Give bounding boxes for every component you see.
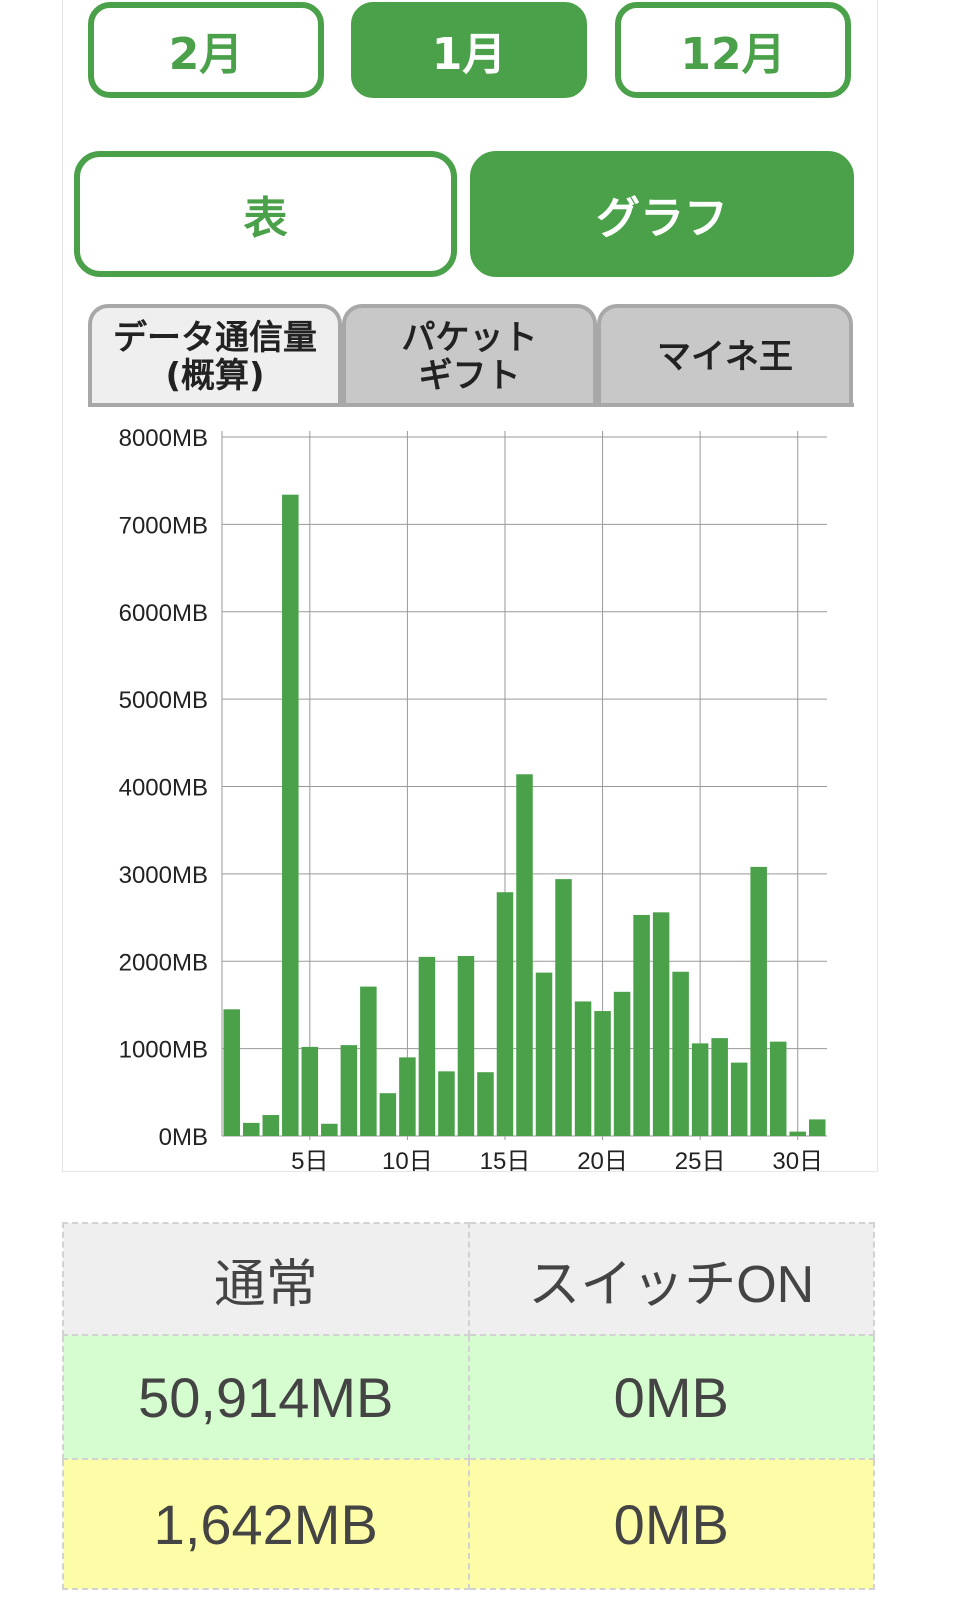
bar-day-7 — [340, 1045, 358, 1136]
y-tick-label: 8000MB — [119, 425, 208, 452]
bar-day-31 — [808, 1119, 826, 1136]
usage-bar-chart: 0MB 1000MB 2000MB 3000MB 4000MB 5000MB 6000MB 7… — [119, 425, 827, 1175]
month-button-dec[interactable]: 12月 — [615, 2, 851, 98]
bar-day-13 — [457, 956, 475, 1136]
tab-packet-gift[interactable]: パケット ギフト — [342, 304, 597, 406]
table-row: 1,642MB 0MB — [62, 1458, 875, 1590]
bar-day-20 — [594, 1011, 611, 1136]
bar-day-24 — [672, 971, 689, 1136]
bar-day-23 — [652, 912, 670, 1136]
bar-day-17 — [535, 972, 553, 1136]
x-tick-label: 30日 — [772, 1148, 823, 1175]
month-button-jan[interactable]: 1月 — [351, 2, 587, 98]
graph-view-button[interactable]: グラフ — [470, 151, 854, 277]
bar-day-15 — [496, 892, 514, 1136]
tab-data-usage-line2: (概算) — [165, 356, 265, 396]
y-tick-label: 0MB — [159, 1124, 208, 1151]
bar-day-19 — [574, 1001, 592, 1136]
bar-day-9 — [379, 1093, 397, 1136]
x-axis-labels: 5日 10日 15日 20日 25日 30日 — [291, 1148, 823, 1175]
chart-bars — [223, 494, 826, 1137]
y-tick-label: 3000MB — [119, 862, 208, 889]
header-switch-on: スイッチON — [467, 1222, 875, 1336]
bar-day-6 — [321, 1123, 338, 1136]
bar-day-4 — [282, 494, 299, 1137]
graph-panel — [62, 0, 878, 1172]
switch-on-usage-value: 0MB — [467, 1334, 875, 1460]
y-tick-label: 1000MB — [119, 1037, 208, 1064]
bar-day-27 — [730, 1062, 748, 1136]
tab-packet-gift-line1: パケット — [401, 318, 538, 358]
bar-day-30 — [789, 1131, 806, 1136]
usage-summary-table: 通常 スイッチON 50,914MB 0MB 1,642MB 0MB — [62, 1222, 875, 1590]
bar-day-16 — [516, 774, 533, 1136]
bar-day-26 — [711, 1038, 728, 1136]
table-view-button[interactable]: 表 — [74, 151, 457, 277]
tab-packet-gift-line2: ギフト — [418, 356, 521, 396]
bar-day-22 — [633, 914, 650, 1136]
y-axis-labels: 0MB 1000MB 2000MB 3000MB 4000MB 5000MB 6000MB 7… — [119, 425, 208, 1151]
y-tick-label: 4000MB — [119, 775, 208, 802]
y-tick-label: 2000MB — [119, 949, 208, 976]
bar-day-5 — [301, 1046, 319, 1136]
bar-day-28 — [750, 866, 767, 1136]
y-tick-label: 5000MB — [119, 687, 208, 714]
header-normal: 通常 — [62, 1222, 470, 1336]
x-tick-label: 10日 — [382, 1148, 433, 1175]
tab-mineo-label: マイネ王 — [657, 337, 793, 377]
bar-day-2 — [243, 1122, 260, 1136]
tab-data-usage-line1: データ通信量 — [113, 318, 317, 358]
normal-usage-value: 1,642MB — [62, 1458, 470, 1590]
bar-day-1 — [223, 1009, 241, 1136]
tab-data-usage[interactable]: データ通信量 (概算) — [88, 304, 342, 406]
tab-mineo[interactable]: マイネ王 — [597, 304, 853, 406]
x-tick-label: 20日 — [577, 1148, 628, 1175]
y-tick-label: 6000MB — [119, 600, 208, 627]
tab-divider — [88, 403, 854, 407]
bar-day-18 — [555, 879, 572, 1136]
x-tick-label: 5日 — [291, 1148, 328, 1175]
table-row: 50,914MB 0MB — [62, 1334, 875, 1460]
bar-day-25 — [691, 1043, 709, 1136]
y-tick-label: 7000MB — [119, 512, 208, 539]
x-tick-label: 15日 — [480, 1148, 531, 1175]
x-tick-label: 25日 — [675, 1148, 726, 1175]
bar-day-3 — [262, 1115, 280, 1136]
bar-day-11 — [418, 956, 436, 1136]
bar-day-12 — [438, 1071, 455, 1136]
bar-day-8 — [360, 986, 377, 1136]
switch-on-usage-value: 0MB — [467, 1458, 875, 1590]
bar-day-10 — [399, 1057, 416, 1136]
bar-day-21 — [613, 991, 631, 1136]
bar-day-29 — [769, 1041, 787, 1136]
bar-day-14 — [477, 1072, 494, 1136]
month-button-feb[interactable]: 2月 — [88, 2, 324, 98]
normal-usage-value: 50,914MB — [62, 1334, 470, 1460]
